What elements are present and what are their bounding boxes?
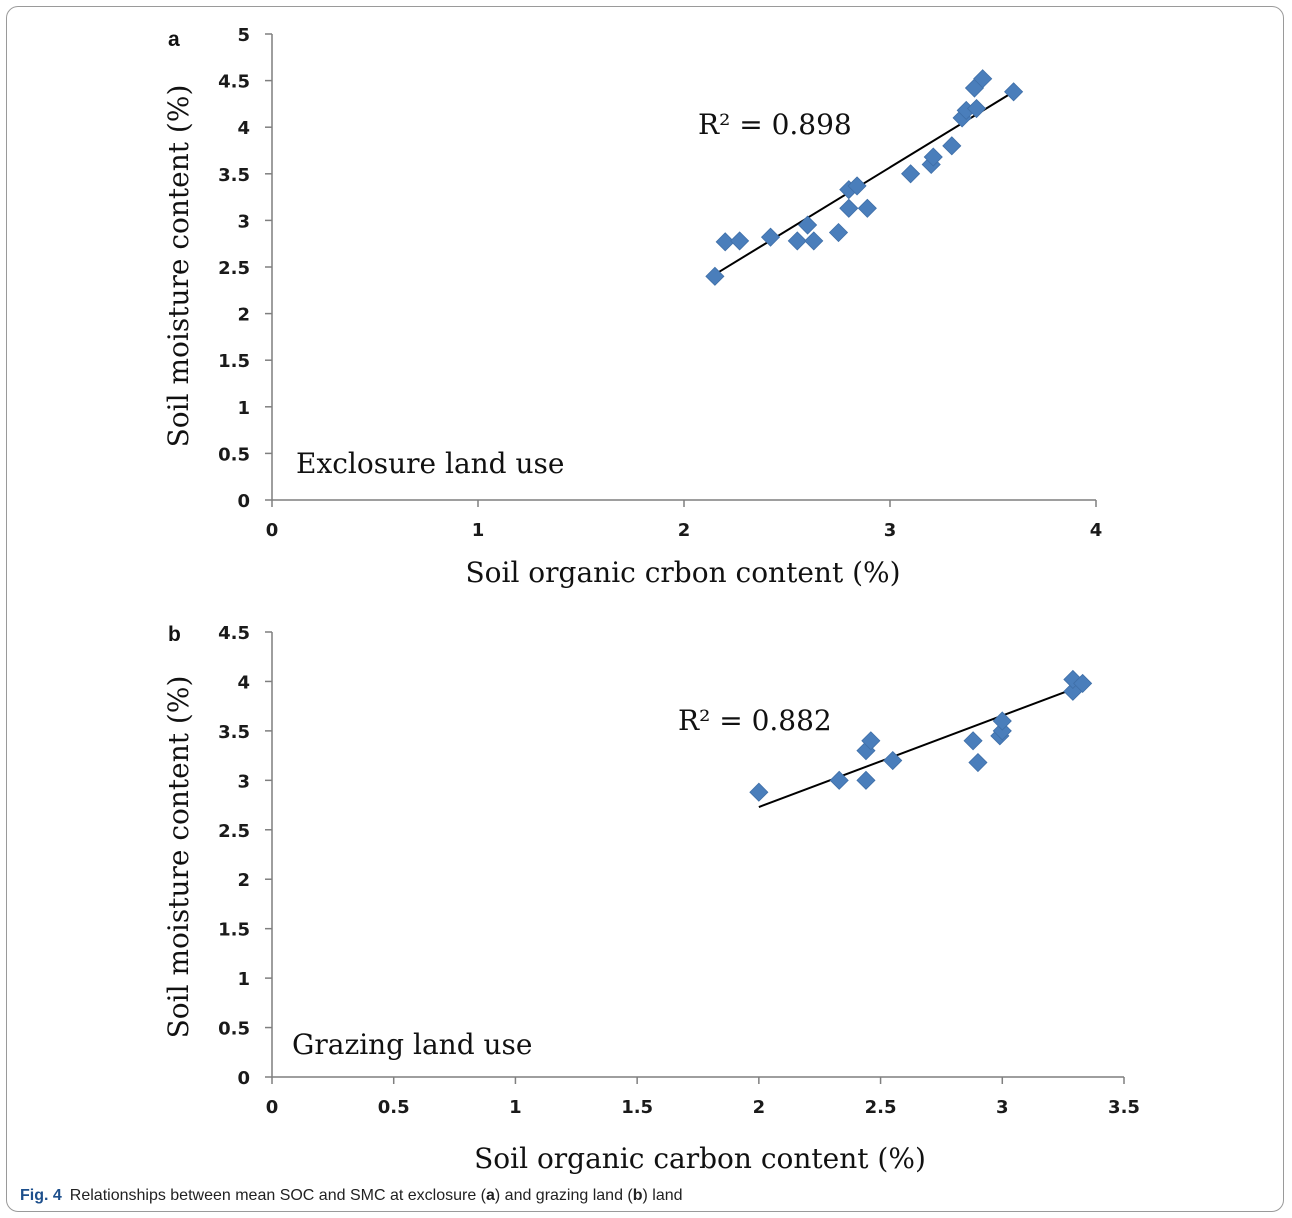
data-point [749, 782, 769, 802]
figure-number: Fig. 4 [20, 1187, 62, 1204]
data-point [730, 231, 750, 251]
data-point [760, 227, 781, 247]
x-tick-label: 2 [678, 520, 691, 541]
data-point [829, 770, 849, 790]
x-tick-label: 2.5 [865, 1097, 897, 1118]
data-point [847, 176, 867, 196]
land-use-label-b: Grazing land use [292, 1028, 533, 1061]
y-tick-label: 4 [237, 118, 250, 139]
x-tick-label: 1 [509, 1097, 522, 1118]
y-tick-label: 1 [237, 969, 250, 990]
data-point [861, 731, 881, 751]
y-axis-label-a: Soil moisture content (%) [162, 85, 195, 448]
figure-caption: Fig. 4 Relationships between mean SOC and… [20, 1187, 1270, 1205]
y-tick-label: 2 [237, 870, 250, 891]
data-point [992, 721, 1012, 741]
data-point [883, 750, 903, 771]
y-tick-label: 2.5 [218, 821, 250, 842]
panel-label-b: b [168, 623, 181, 646]
data-point [1004, 82, 1024, 102]
x-axis-label-b: Soil organic carbon content (%) [474, 1142, 926, 1175]
y-tick-label: 4.5 [218, 72, 250, 93]
data-point [839, 198, 859, 218]
data-point [968, 752, 988, 773]
y-tick-label: 2.5 [218, 258, 250, 279]
trendline-b [758, 684, 1083, 808]
r-squared-annotation-b: R² = 0.882 [678, 704, 832, 737]
x-tick-label: 1 [472, 520, 485, 541]
x-tick-label: 2 [753, 1097, 766, 1118]
data-point [804, 231, 824, 251]
data-point [715, 232, 735, 252]
r-squared-annotation-a: R² = 0.898 [698, 108, 852, 141]
y-tick-label: 3.5 [218, 165, 250, 186]
caption-text-2: ) and grazing land ( [494, 1187, 633, 1204]
y-tick-label: 0 [237, 1068, 250, 1089]
y-tick-label: 4.5 [218, 623, 250, 644]
y-tick-label: 1.5 [218, 351, 250, 372]
x-tick-label: 3.5 [1108, 1097, 1140, 1118]
y-tick-label: 3 [237, 771, 250, 792]
y-tick-label: 5 [237, 25, 250, 46]
y-axis-label-b: Soil moisture content (%) [162, 676, 195, 1039]
data-point [705, 266, 725, 286]
figure-frame [6, 6, 1284, 1212]
data-point [1073, 673, 1093, 693]
caption-panel-b: b [632, 1187, 643, 1204]
x-tick-label: 1.5 [621, 1097, 653, 1118]
data-point [973, 69, 993, 89]
x-tick-label: 0 [266, 1097, 279, 1118]
panel-label-a: a [168, 28, 180, 51]
caption-text-3: ) land [642, 1187, 683, 1204]
chart-panel-a: a Soil organic crbon content (%) Soil mo… [162, 25, 1102, 589]
y-tick-label: 0 [237, 491, 250, 512]
y-tick-label: 1.5 [218, 920, 250, 941]
data-point [856, 770, 876, 790]
land-use-label-a: Exclosure land use [296, 447, 564, 480]
data-point [828, 222, 849, 243]
y-tick-label: 3.5 [218, 722, 250, 743]
y-tick-label: 0.5 [218, 1019, 250, 1040]
caption-panel-a: a [485, 1187, 495, 1204]
x-tick-label: 3 [884, 520, 897, 541]
y-tick-label: 0.5 [218, 444, 250, 465]
data-point [942, 136, 962, 156]
x-axis-label-a: Soil organic crbon content (%) [465, 556, 900, 589]
y-tick-label: 1 [237, 398, 250, 419]
data-point [966, 98, 987, 119]
y-tick-label: 4 [237, 672, 250, 693]
y-tick-label: 2 [237, 305, 250, 326]
data-point [798, 215, 818, 235]
y-tick-label: 3 [237, 211, 250, 232]
data-point [787, 231, 807, 251]
caption-text-1: Relationships between mean SOC and SMC a… [69, 1187, 486, 1204]
data-point [992, 711, 1012, 731]
data-point [857, 198, 877, 218]
x-tick-label: 0.5 [378, 1097, 410, 1118]
x-tick-label: 4 [1090, 520, 1103, 541]
data-point [963, 731, 983, 751]
data-point [923, 147, 943, 167]
x-tick-label: 3 [996, 1097, 1009, 1118]
data-point [901, 164, 921, 184]
chart-panel-b: b Soil organic carbon content (%) Soil m… [162, 623, 1140, 1175]
x-tick-label: 0 [266, 520, 279, 541]
